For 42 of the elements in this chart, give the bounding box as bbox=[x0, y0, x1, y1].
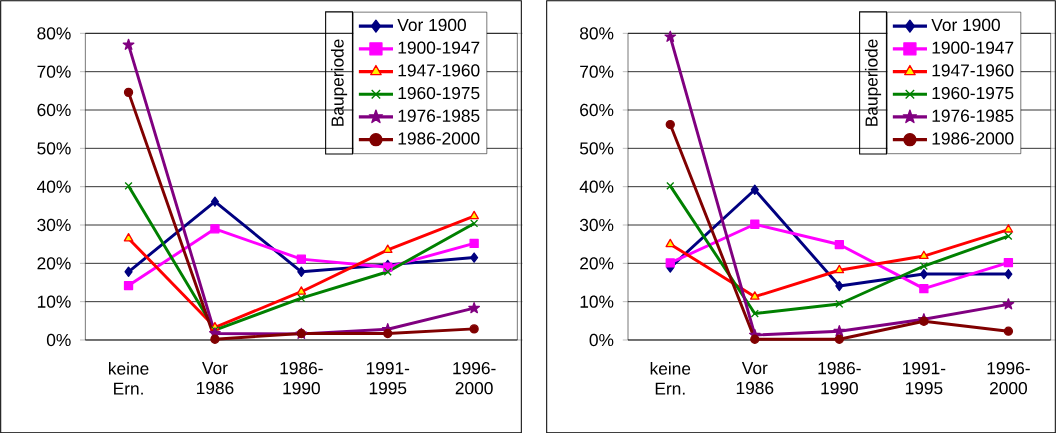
y-tick-label: 60% bbox=[37, 103, 71, 116]
legend-title: Bauperiode bbox=[330, 39, 348, 126]
y-tick-label: 10% bbox=[37, 295, 71, 308]
legend-title: Bauperiode bbox=[864, 39, 882, 126]
legend-label: 1976-1985 bbox=[932, 109, 1014, 122]
y-tick-label: 80% bbox=[37, 27, 71, 40]
x-tick-label: 1996-2000 bbox=[453, 361, 496, 395]
x-tick-label: 1986-1990 bbox=[280, 361, 323, 395]
legend-label: 1900-1947 bbox=[932, 41, 1014, 54]
x-tick-label: Vor 1986 bbox=[736, 361, 774, 394]
y-tick-label: 20% bbox=[37, 257, 71, 270]
x-tick-label: keine Ern. bbox=[109, 361, 149, 395]
x-tick-label: 1991-1995 bbox=[903, 361, 946, 395]
y-tick-label: 40% bbox=[37, 180, 71, 193]
y-tick-label: 80% bbox=[580, 27, 614, 40]
legend-label: 1947-1960 bbox=[398, 64, 480, 77]
y-tick-label: 60% bbox=[580, 103, 614, 116]
y-tick-label: 40% bbox=[579, 180, 614, 193]
legend-label: 1947-1960 bbox=[932, 64, 1014, 77]
y-tick-label: 0% bbox=[589, 333, 614, 346]
legend-label: 1986-2000 bbox=[398, 132, 480, 145]
y-tick-label: 50% bbox=[579, 142, 614, 155]
y-tick-label: 50% bbox=[37, 142, 71, 155]
y-tick-label: 20% bbox=[580, 257, 614, 270]
y-tick-label: 30% bbox=[579, 218, 614, 231]
y-tick-label: 10% bbox=[580, 295, 614, 308]
legend-label: 1960-1975 bbox=[932, 86, 1014, 100]
x-tick-label: 1996-2000 bbox=[987, 361, 1030, 395]
x-tick-label: Vor 1986 bbox=[196, 361, 234, 394]
legend-label: 1960-1975 bbox=[398, 86, 480, 100]
x-tick-label: 1991-1995 bbox=[366, 361, 410, 395]
x-tick-label: keine Ern. bbox=[650, 361, 691, 395]
legend-label: Vor 1900 bbox=[931, 18, 1000, 31]
legend-label: Vor 1900 bbox=[397, 18, 466, 31]
x-tick-label: 1986-1990 bbox=[818, 361, 861, 395]
y-tick-label: 30% bbox=[37, 218, 71, 231]
legend-label: 1976-1985 bbox=[398, 109, 480, 122]
legend-label: 1900-1947 bbox=[398, 41, 480, 54]
legend-label: 1986-2000 bbox=[932, 132, 1014, 145]
y-tick-label: 0% bbox=[46, 333, 71, 346]
y-tick-label: 70% bbox=[37, 65, 71, 78]
y-tick-label: 70% bbox=[580, 65, 614, 78]
